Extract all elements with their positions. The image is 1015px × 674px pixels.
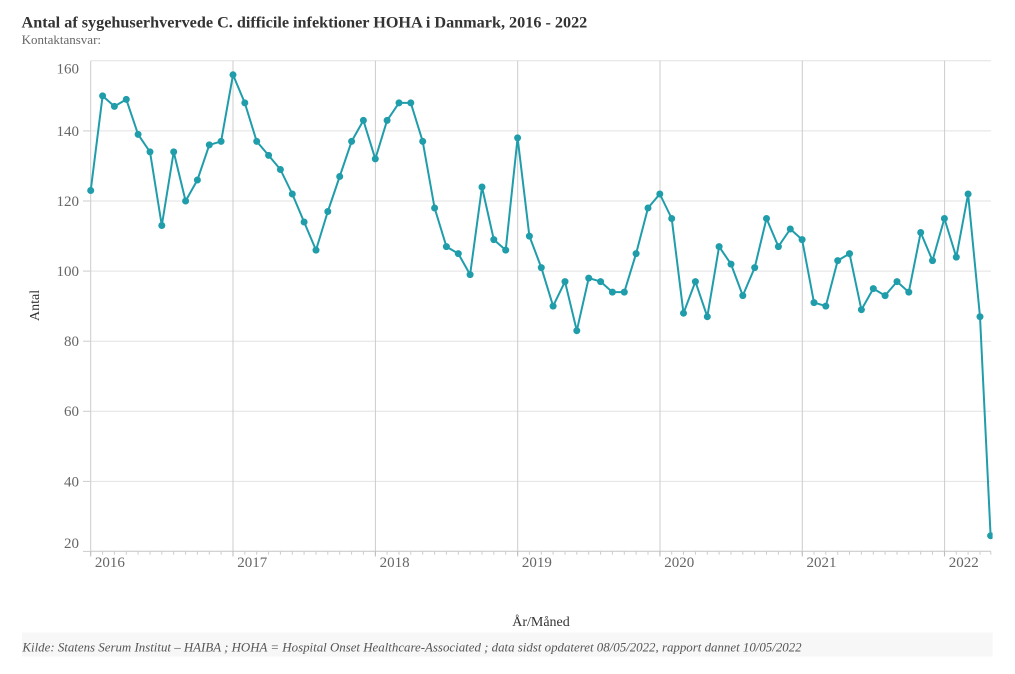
svg-text:2022: 2022 [949, 555, 979, 571]
svg-text:Antal af sygehuserhvervede C.: Antal af sygehuserhvervede C. difficile … [22, 13, 588, 31]
svg-text:20: 20 [64, 536, 79, 552]
svg-text:2017: 2017 [237, 555, 268, 571]
svg-text:2021: 2021 [807, 555, 837, 571]
svg-text:100: 100 [57, 264, 80, 280]
svg-text:2020: 2020 [664, 555, 694, 571]
svg-text:Kontaktansvar:: Kontaktansvar: [22, 32, 101, 47]
svg-text:160: 160 [57, 62, 80, 78]
svg-text:År/Måned: År/Måned [512, 614, 570, 630]
svg-text:Kilde: Statens Serum Institut: Kilde: Statens Serum Institut – HAIBA ; … [21, 641, 802, 655]
svg-text:2016: 2016 [95, 555, 126, 571]
svg-text:40: 40 [64, 474, 79, 490]
svg-text:2019: 2019 [522, 555, 552, 571]
svg-text:60: 60 [64, 404, 79, 420]
svg-text:120: 120 [57, 194, 80, 210]
svg-text:140: 140 [57, 124, 80, 140]
svg-text:80: 80 [64, 334, 79, 350]
svg-text:Antal: Antal [28, 290, 43, 321]
svg-text:2018: 2018 [380, 555, 410, 571]
